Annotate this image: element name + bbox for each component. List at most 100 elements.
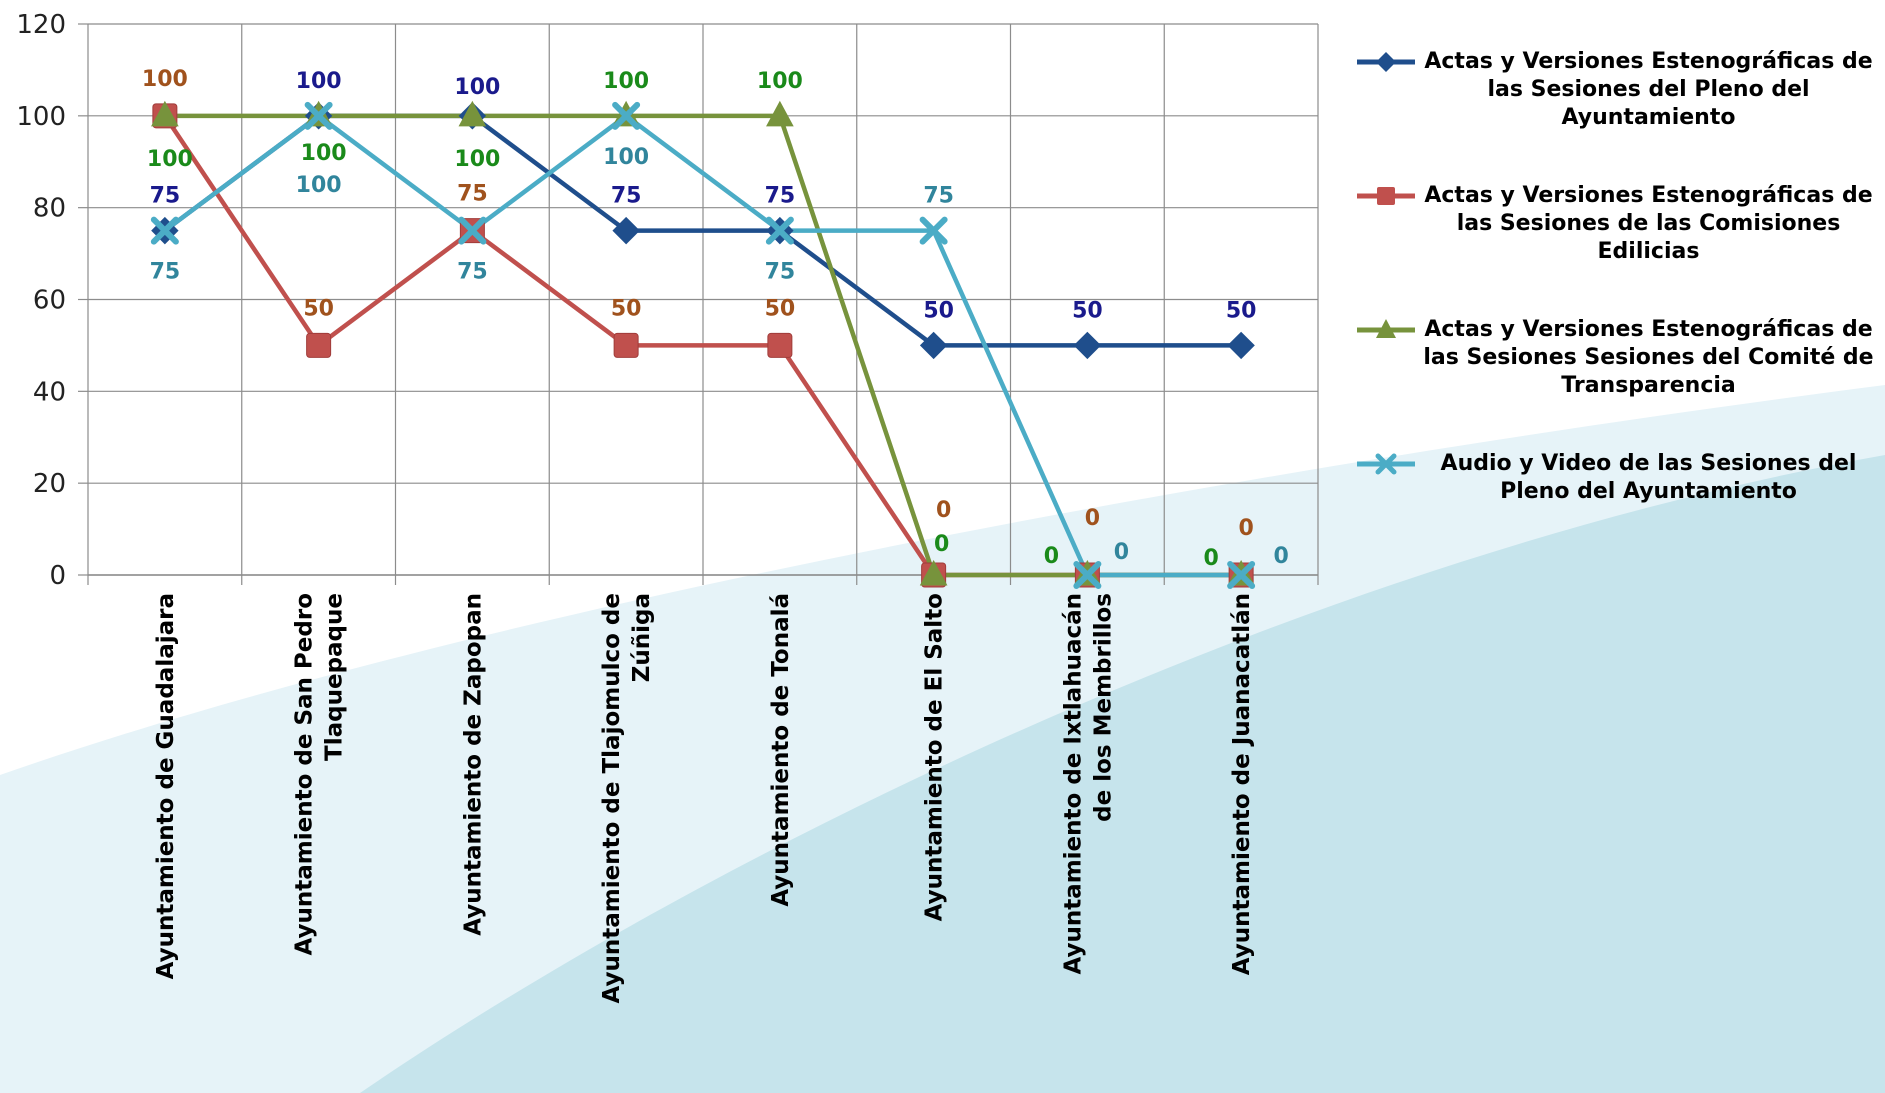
data-label-s0-p6: 50: [1072, 298, 1103, 323]
gridlines: [87, 23, 1319, 576]
data-label-s1-p7: 0: [1238, 516, 1253, 541]
legend-marker-3: [1357, 453, 1415, 475]
legend-label-3: Audio y Video de las Sesiones del Pleno d…: [1417, 450, 1880, 506]
y-tick-label-4: 80: [33, 194, 66, 224]
x-category-label-3-line-0: Ayuntamiento de Tlajomulco de: [599, 593, 625, 1003]
data-label-s2-p0: 100: [147, 147, 193, 172]
legend-marker-0: [1357, 52, 1415, 72]
marker-s0-p7: [1227, 331, 1255, 360]
data-label-s1-p6: 0: [1085, 506, 1100, 531]
marker-s3-p4: [765, 216, 794, 245]
x-category-label-7-line-0: Ayuntamiento de Juanacatlán: [1229, 593, 1255, 975]
x-category-label-2-line-0: Ayuntamiento de Zapopan: [460, 593, 486, 936]
data-label-s3-p5: 75: [923, 184, 954, 209]
legend-label-0-line-2: Ayuntamiento: [1561, 105, 1736, 130]
x-category-label-4: Ayuntamiento de Tonalá: [768, 593, 794, 907]
marker-s2-p4: [766, 100, 794, 127]
marker-s3-p0: [150, 216, 179, 245]
legend-label-0-line-0: Actas y Versiones Estenográficas de: [1424, 49, 1873, 74]
legend-item-2: Actas y Versiones Estenográficas de las S…: [1355, 316, 1880, 450]
x-category-label-6-line-1: de los Membrillos: [1090, 593, 1116, 822]
legend-label-1: Actas y Versiones Estenográficas de las S…: [1417, 182, 1880, 266]
marker-s1-p3: [613, 332, 639, 358]
marker-s0-p3: [612, 216, 640, 245]
data-label-s1-p3: 50: [611, 296, 642, 321]
marker-s3-p6: [1073, 561, 1102, 589]
legend-item-0: Actas y Versiones Estenográficas de las S…: [1355, 48, 1880, 182]
x-category-label-6: Ayuntamiento de Ixtlahuacán de los Membri…: [1060, 593, 1116, 975]
y-tick-label-2: 40: [33, 377, 66, 407]
series-markers: [150, 100, 1256, 589]
data-label-s2-p6: 0: [1044, 544, 1059, 569]
data-label-s1-p5: 0: [936, 498, 951, 523]
marker-s0-p5: [919, 331, 948, 360]
marker-s2-p2: [458, 100, 487, 127]
data-label-s0-p1: 100: [296, 69, 342, 94]
x-category-label-1-line-1: Tlaquepaque: [322, 593, 348, 761]
legend-label-2-line-0: Actas y Versiones Estenográficas de: [1424, 317, 1873, 342]
data-label-s3-p1: 100: [296, 173, 342, 198]
x-category-label-2: Ayuntamiento de Zapopan: [460, 593, 486, 936]
data-label-s0-p0: 75: [150, 184, 181, 209]
data-label-s1-p1: 50: [303, 296, 334, 321]
data-label-s3-p4: 75: [765, 260, 796, 285]
legend-label-1-line-1: las Sesiones de las Comisiones: [1456, 211, 1841, 236]
x-category-label-3: Ayuntamiento de Tlajomulco de Zúñiga: [599, 593, 655, 1003]
data-label-s1-p0: 100: [142, 67, 188, 92]
data-label-s2-p4: 100: [757, 69, 803, 94]
data-label-s0-p4: 75: [765, 184, 796, 209]
legend-label-1-line-2: Edilicias: [1597, 239, 1700, 264]
legend-item-3: Audio y Video de las Sesiones del Pleno d…: [1355, 450, 1880, 584]
marker-s0-p6: [1073, 331, 1102, 360]
x-category-label-0-line-0: Ayuntamiento de Guadalajara: [153, 593, 179, 979]
data-label-s0-p5: 50: [923, 298, 954, 323]
legend-label-3-line-0: Audio y Video de las Sesiones del: [1440, 451, 1857, 476]
x-category-label-7: Ayuntamiento de Juanacatlán: [1229, 593, 1255, 975]
data-label-s2-p5: 0: [934, 532, 949, 557]
data-label-s0-p7: 50: [1226, 298, 1257, 323]
series-lines: [163, 113, 1242, 578]
marker-s2-p0: [151, 100, 179, 127]
data-label-s1-p4: 50: [765, 296, 796, 321]
data-label-s2-p7: 0: [1203, 546, 1218, 571]
background-swoosh-dark: [360, 455, 1885, 1093]
legend-item-1: Actas y Versiones Estenográficas de las S…: [1355, 182, 1880, 316]
marker-s3-p3: [612, 101, 641, 130]
data-label-s3-p7: 0: [1273, 544, 1288, 569]
data-label-s3-p2: 75: [457, 260, 488, 285]
data-label-s3-p3: 100: [603, 145, 649, 170]
marker-s3-p2: [458, 216, 487, 245]
y-tick-label-0: 0: [49, 561, 66, 591]
series-line-2: [164, 113, 1242, 578]
legend-label-2: Actas y Versiones Estenográficas de las S…: [1417, 316, 1880, 400]
data-label-s1-p2: 75: [457, 182, 488, 207]
data-label-s2-p1: 100: [301, 141, 347, 166]
marker-s3-p7: [1227, 561, 1256, 589]
data-label-s0-p2: 100: [454, 75, 500, 100]
x-axis-category-labels: Ayuntamiento de Guadalajara Ayuntamiento …: [153, 593, 1255, 1003]
data-label-s0-p3: 75: [611, 184, 642, 209]
x-category-label-6-line-0: Ayuntamiento de Ixtlahuacán: [1060, 593, 1086, 975]
data-label-s3-p0: 75: [150, 260, 181, 285]
data-label-s3-p6: 0: [1114, 540, 1129, 565]
marker-s2-p5: [919, 559, 948, 586]
legend-label-2-line-1: las Sesiones Sesiones del Comité de: [1423, 345, 1874, 370]
x-category-label-3-line-1: Zúñiga: [629, 593, 655, 682]
data-label-s2-p3: 100: [603, 69, 649, 94]
marker-s1-p4: [767, 332, 793, 358]
series-line-3: [163, 113, 1242, 578]
legend-marker-1: [1357, 187, 1415, 205]
y-tick-label-6: 120: [16, 10, 66, 40]
x-category-label-5: Ayuntamiento de El Salto: [922, 593, 948, 921]
y-tick-label-5: 100: [16, 102, 66, 132]
y-tick-label-1: 20: [33, 469, 66, 499]
marker-s3-p5: [919, 216, 948, 245]
marker-s3-p1: [304, 101, 333, 130]
marker-s1-p1: [306, 332, 332, 358]
legend-label-1-line-0: Actas y Versiones Estenográficas de: [1424, 183, 1873, 208]
x-category-label-1-line-0: Ayuntamiento de San Pedro: [292, 593, 318, 955]
legend-label-0: Actas y Versiones Estenográficas de las S…: [1417, 48, 1880, 132]
